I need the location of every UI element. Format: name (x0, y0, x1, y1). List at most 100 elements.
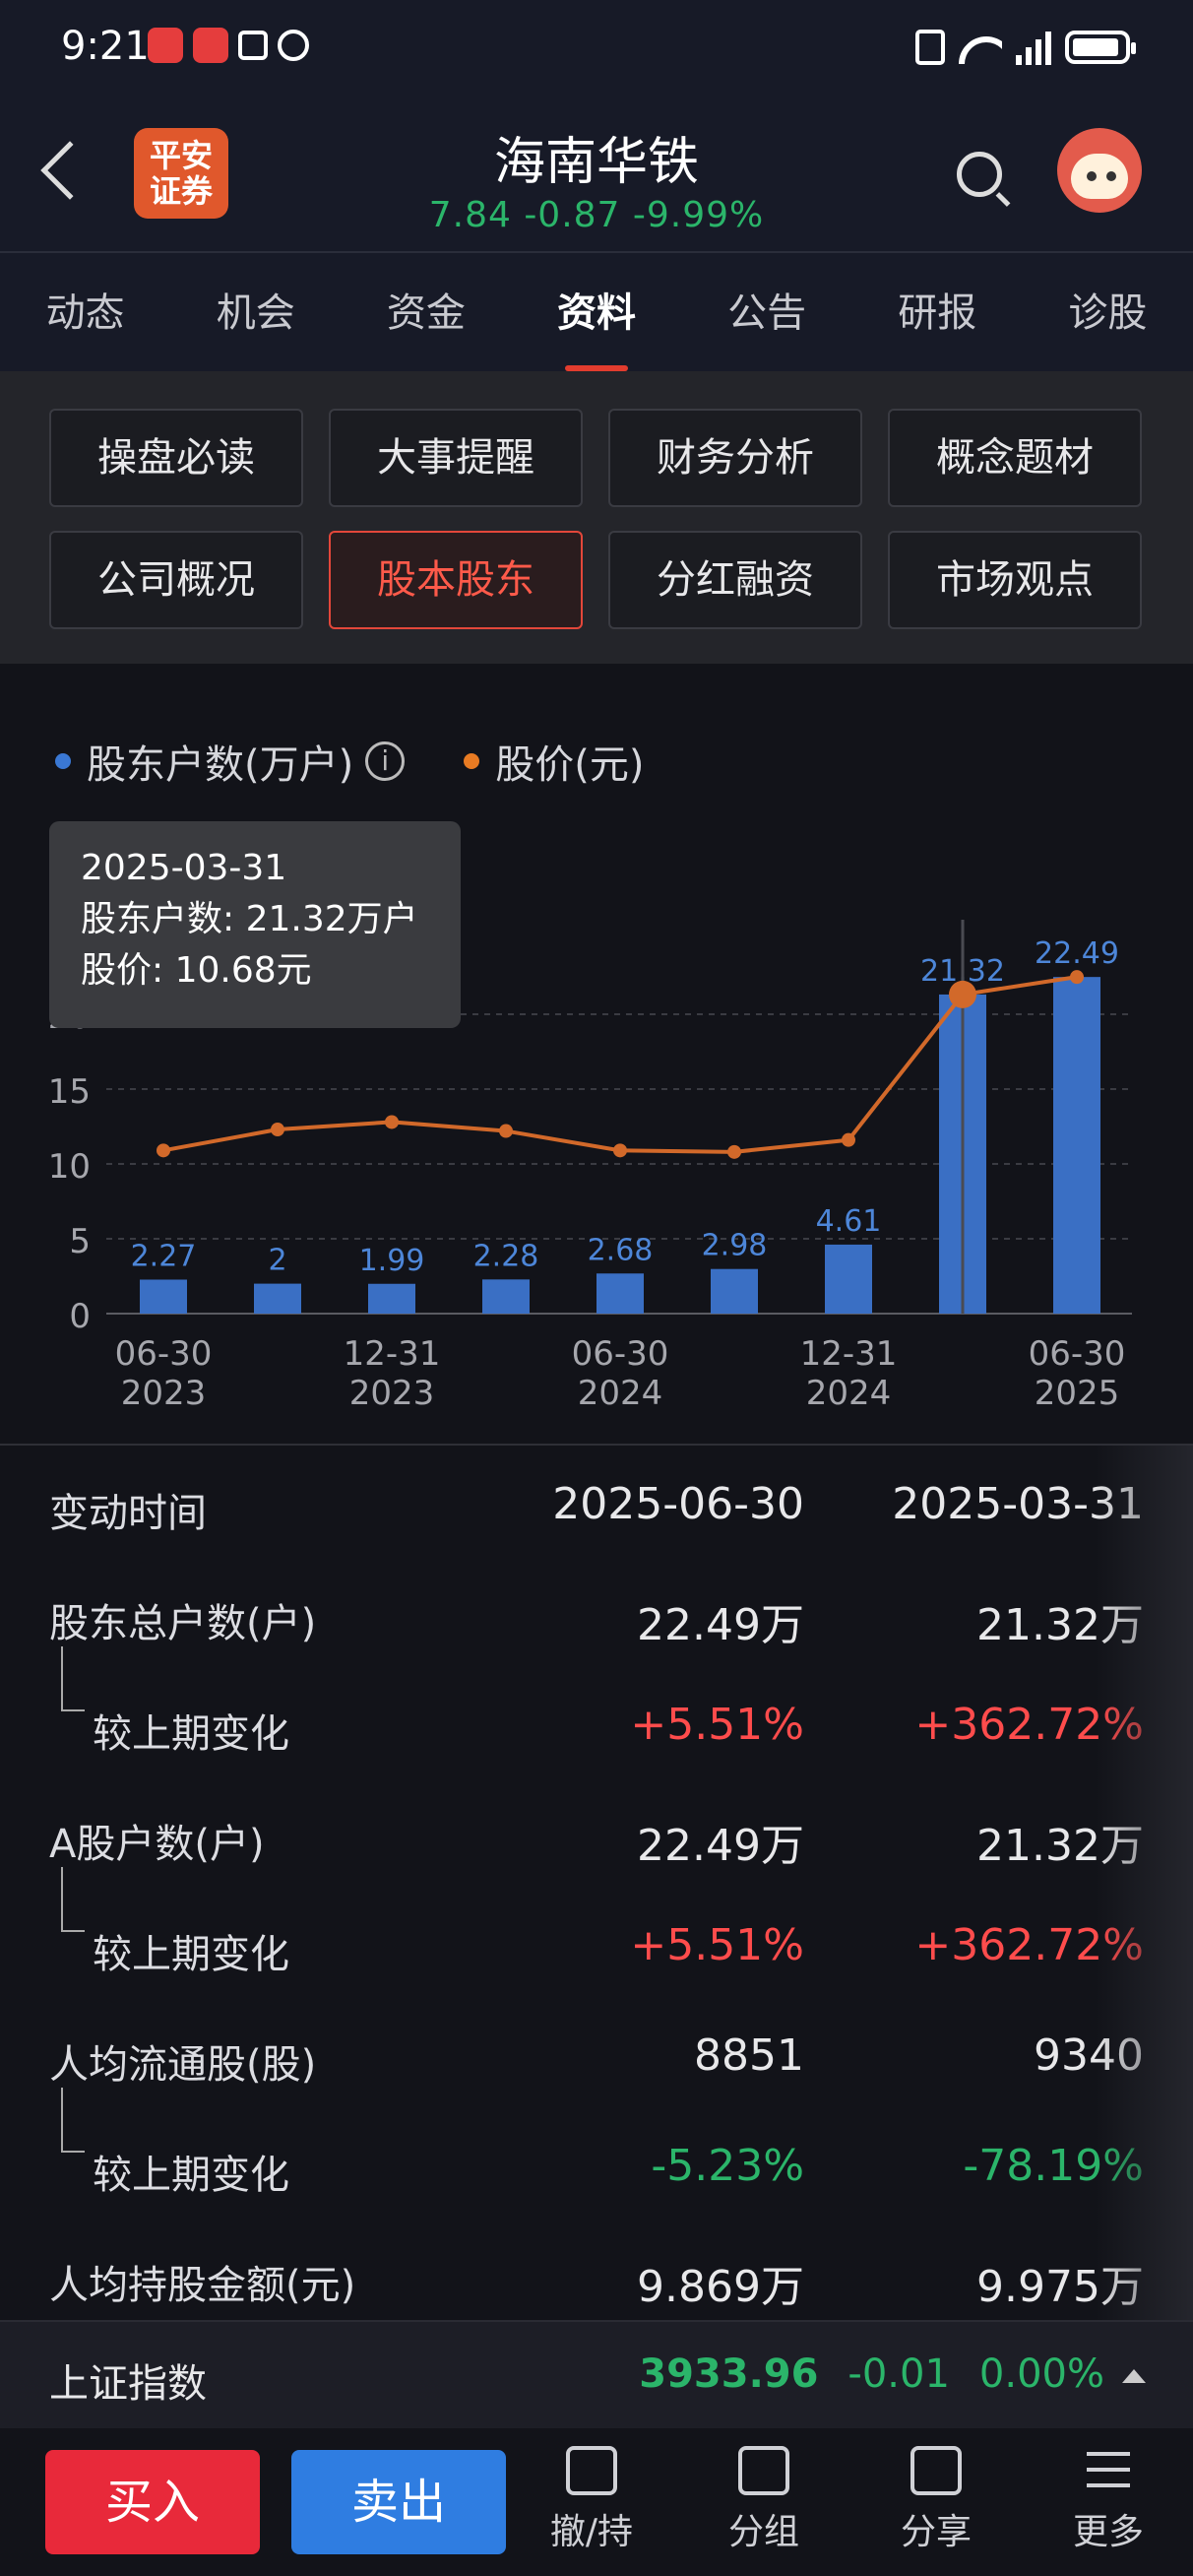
row-value-c1: +5.51% (630, 1700, 804, 1750)
signal-4g-icon (1016, 30, 1051, 65)
price-point (499, 1124, 513, 1138)
more-label: 更多 (1072, 2512, 1144, 2552)
subnav-button-3[interactable]: 概念题材 (888, 409, 1142, 507)
tree-connector (61, 1867, 85, 1932)
legend-price: 股价(元) (495, 742, 645, 788)
app-notification-icon (148, 28, 183, 63)
tab-4[interactable]: 公告 (727, 290, 807, 336)
buy-button[interactable]: 买入 (45, 2450, 260, 2554)
table-row: 较上期变化 -5.23% -78.19% (0, 2088, 1193, 2222)
expand-up-icon[interactable] (1122, 2369, 1146, 2383)
x-tick-label: 12-31 (344, 1334, 441, 1374)
price-point (157, 1143, 170, 1158)
shareholder-table[interactable]: 变动时间 2025-06-30 2025-03-31 股东总户数(户) 22.49万 21… (0, 1444, 1193, 2320)
sell-button[interactable]: 卖出 (291, 2450, 506, 2554)
app-notification-icon (193, 28, 228, 63)
row-value-c1: 9.869万 (637, 2262, 804, 2312)
index-pct: 0.00% (978, 2351, 1104, 2397)
tree-connector (61, 1646, 85, 1711)
tab-3[interactable]: 资料(F10) (511, 253, 681, 456)
x-tick-label: 2024 (578, 1374, 663, 1413)
shareholder-chart: 051015202.2721.992.282.682.984.6121.3222… (0, 664, 1193, 1451)
f10-subnav: 操盘必读 大事提醒 财务分析 概念题材公司概况 股本股东 分红融资 市场观点 (0, 371, 1193, 664)
tab-6[interactable]: 诊股 (1068, 290, 1148, 336)
subnav-button-5[interactable]: 股本股东 (329, 531, 583, 629)
bar (254, 1283, 301, 1314)
row-value-c1: +5.51% (630, 1920, 804, 1970)
tooltip-date: 2025-03-31 (81, 848, 287, 888)
bar-label: 2.28 (473, 1239, 539, 1273)
row-label: 变动时间 (49, 1491, 207, 1536)
y-tick-label: 10 (48, 1147, 91, 1187)
index-values: 3933.96 -0.01 0.00% (639, 2351, 1104, 2397)
table-row: 人均流通股(股) 8851 9340 (0, 2003, 1193, 2111)
subnav-button-7[interactable]: 市场观点 (888, 531, 1142, 629)
alarm-icon (278, 30, 309, 61)
bottom-toolbar: 买入 卖出 撤/持 分组 分享 更多 (0, 2428, 1193, 2576)
subnav-button-4[interactable]: 公司概况 (49, 531, 303, 629)
stock-header: 平安 证券 海南华铁 7.84 -0.87 -9.99% (0, 98, 1193, 251)
subnav-button-6[interactable]: 分红融资 (608, 531, 862, 629)
bar-label: 2 (268, 1244, 286, 1278)
tree-connector (61, 2088, 85, 2153)
row-label: 人均持股金额(元) (49, 2263, 356, 2308)
subnav-button-1[interactable]: 大事提醒 (329, 409, 583, 507)
tooltip-price: 股价: 10.68元 (81, 950, 312, 991)
price-point (949, 980, 976, 1008)
price-point (271, 1123, 284, 1137)
more-button[interactable]: 更多 (1049, 2446, 1167, 2554)
x-tick-label: 2023 (349, 1374, 435, 1413)
bar-label: 2.68 (588, 1233, 654, 1267)
bar-label: 2.27 (131, 1239, 197, 1273)
row-value-c1: -5.23% (651, 2141, 804, 2191)
tab-5[interactable]: 研报 (898, 290, 977, 336)
x-tick-label: 06-30 (572, 1334, 669, 1374)
x-tick-label: 2024 (806, 1374, 892, 1413)
bar-label: 1.99 (359, 1244, 425, 1278)
wifi-icon (959, 31, 1002, 64)
row-label: 较上期变化 (93, 1932, 289, 1977)
row-value-c1: 22.49万 (637, 1821, 804, 1871)
y-tick-label: 0 (69, 1297, 91, 1336)
info-icon[interactable]: i (365, 741, 406, 781)
legend-dot-price (464, 753, 480, 769)
y-tick-label: 15 (48, 1072, 91, 1112)
legend-dot-holders (55, 753, 71, 769)
share-button[interactable]: 分享 (877, 2446, 995, 2554)
x-tick-label: 06-30 (1029, 1334, 1126, 1374)
subnav-button-0[interactable]: 操盘必读 (49, 409, 303, 507)
price-point (613, 1143, 627, 1158)
index-ticker[interactable]: 上证指数 3933.96 -0.01 0.00% (0, 2320, 1193, 2428)
bar (1053, 977, 1100, 1314)
vibrate-icon (915, 30, 945, 65)
share-label: 分享 (900, 2512, 972, 2552)
bar (368, 1283, 415, 1314)
group-button[interactable]: 分组 (705, 2446, 823, 2554)
broker-logo: 平安 证券 (134, 128, 228, 219)
bar (825, 1244, 872, 1314)
withdraw-button[interactable]: 撤/持 (533, 2446, 651, 2554)
table-row: 较上期变化 +5.51% +362.72% (0, 1867, 1193, 2001)
tab-2[interactable]: 资金 (386, 290, 466, 336)
status-bar: 9:21 (0, 0, 1193, 98)
table-row: 股东总户数(户) 22.49万 21.32万 (0, 1562, 1193, 1670)
folder-icon (738, 2446, 789, 2495)
bar (596, 1273, 644, 1314)
search-icon[interactable] (957, 152, 1002, 197)
bar (140, 1279, 187, 1314)
status-time: 9:21 (61, 24, 150, 69)
tab-1[interactable]: 机会 (216, 290, 295, 336)
bar (482, 1279, 530, 1314)
notification-icons (148, 28, 309, 63)
y-tick-label: 5 (69, 1222, 91, 1261)
subnav-button-2[interactable]: 财务分析 (608, 409, 862, 507)
table-row: 较上期变化 +5.51% +362.72% (0, 1646, 1193, 1780)
list-icon (1083, 2446, 1134, 2495)
bar (711, 1268, 758, 1314)
tab-0[interactable]: 动态 (45, 290, 125, 336)
tooltip-holders: 股东户数: 21.32万户 (81, 899, 418, 939)
avatar[interactable] (1057, 128, 1142, 213)
table-row: 变动时间 2025-06-30 2025-03-31 (0, 1451, 1193, 1560)
stock-quote: 7.84 -0.87 -9.99% (428, 195, 765, 235)
